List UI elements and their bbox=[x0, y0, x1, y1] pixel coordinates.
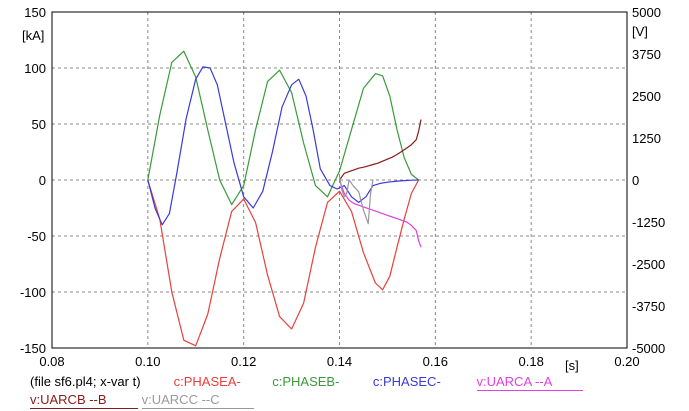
legend-row-1: (file sf6.pl4; x-var t) c:PHASEA- c:PHAS… bbox=[30, 374, 583, 391]
series-line-c-phasec bbox=[147, 66, 419, 226]
y-tick-label-left: 150 bbox=[24, 5, 46, 20]
legend-phasea: c:PHASEA- bbox=[173, 374, 241, 389]
plot-frame bbox=[51, 11, 628, 349]
y-tick-label-left: -150 bbox=[20, 341, 46, 356]
y-tick-labels-left: 150 100 50 0 -50 -100 -150 bbox=[20, 5, 46, 356]
x-tick-label: 0.16 bbox=[423, 354, 448, 369]
y-tick-label-right: -3750 bbox=[632, 299, 665, 314]
y-tick-label-right: 0 bbox=[632, 173, 639, 188]
legend-uarcb: v:UARCB --B bbox=[30, 392, 138, 409]
series-lines bbox=[147, 50, 422, 347]
y-tick-label-right: 3750 bbox=[632, 47, 661, 62]
y-tick-label-right: -2500 bbox=[632, 257, 665, 272]
x-tick-label: 0.14 bbox=[327, 354, 352, 369]
series-line-v-uarcc-c bbox=[338, 176, 374, 225]
x-tick-label: 0.20 bbox=[614, 354, 639, 369]
x-tick-label: 0.12 bbox=[231, 354, 256, 369]
series-line-c-phasea bbox=[147, 179, 420, 347]
y-tick-label-left: 100 bbox=[24, 61, 46, 76]
series-line-v-uarca-a bbox=[338, 179, 422, 248]
series-line-v-uarcb-b bbox=[339, 119, 422, 181]
x-tick-label: 0.18 bbox=[519, 354, 544, 369]
legend-uarca: v:UARCA --A bbox=[476, 374, 583, 391]
x-axis-label: [s] bbox=[565, 358, 579, 373]
y-tick-label-left: 0 bbox=[39, 173, 46, 188]
legend-phasec: c:PHASEC- bbox=[372, 374, 441, 389]
series-line-c-phaseb bbox=[147, 50, 419, 206]
y-tick-label-left: -50 bbox=[27, 229, 46, 244]
y-tick-label-right: 5000 bbox=[632, 5, 661, 20]
y-tick-label-right: -1250 bbox=[632, 215, 665, 230]
y-tick-label-left: -100 bbox=[20, 285, 46, 300]
y-axis-label-left: [kA] bbox=[22, 28, 44, 43]
y-tick-label-left: 50 bbox=[32, 117, 46, 132]
y-tick-label-right: 1250 bbox=[632, 131, 661, 146]
legend-uarcc: v:UARCC --C bbox=[141, 392, 254, 409]
y-tick-label-right: 2500 bbox=[632, 89, 661, 104]
x-tick-labels: 0.08 0.10 0.12 0.14 0.16 0.18 0.20 bbox=[39, 354, 639, 369]
legend-phaseb: c:PHASEB- bbox=[272, 374, 340, 389]
y-tick-label-right: -5000 bbox=[632, 341, 665, 356]
x-tick-label: 0.08 bbox=[39, 354, 64, 369]
x-tick-label: 0.10 bbox=[135, 354, 160, 369]
y-axis-label-right: [V] bbox=[632, 24, 648, 39]
file-label: (file sf6.pl4; x-var t) bbox=[30, 374, 141, 389]
legend-row-2: v:UARCB --B v:UARCC --C bbox=[30, 392, 254, 409]
y-tick-labels-right: 5000 3750 2500 1250 0 -1250 -2500 -3750 -5000 bbox=[632, 5, 665, 356]
